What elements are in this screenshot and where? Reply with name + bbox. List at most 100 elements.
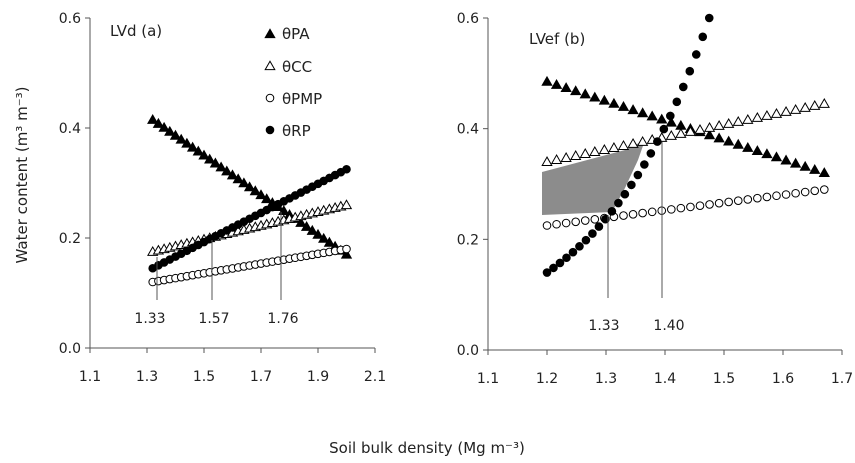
legend-marker bbox=[264, 60, 276, 71]
panel-b-axes: 0.0 0.2 0.4 0.6 1.1 1.2 1.3 1.4 1.5 1.6 1.7 bbox=[457, 11, 853, 387]
data-point bbox=[818, 97, 830, 108]
data-point bbox=[590, 214, 600, 224]
x-tick-label: 2.1 bbox=[364, 369, 386, 385]
data-point bbox=[198, 149, 210, 160]
data-point bbox=[580, 216, 590, 225]
data-point bbox=[713, 119, 725, 130]
legend-marker bbox=[265, 93, 275, 103]
data-point bbox=[340, 248, 353, 259]
data-point bbox=[799, 101, 811, 112]
data-point bbox=[703, 122, 716, 132]
data-point bbox=[732, 138, 744, 149]
data-point bbox=[249, 185, 261, 196]
data-point bbox=[594, 222, 604, 231]
data-point bbox=[575, 242, 584, 251]
data-point bbox=[598, 144, 611, 154]
data-point bbox=[617, 140, 630, 150]
data-point bbox=[261, 193, 273, 204]
data-point bbox=[647, 207, 657, 217]
data-point bbox=[703, 129, 716, 140]
data-point bbox=[636, 107, 649, 118]
y-tick-label: 0.4 bbox=[457, 122, 479, 138]
panel-a-axes: 0.0 0.2 0.4 0.6 1.1 1.3 1.5 1.7 1.9 2.1 bbox=[59, 11, 386, 385]
data-point bbox=[300, 220, 313, 231]
data-point bbox=[589, 91, 601, 102]
data-point bbox=[318, 232, 330, 243]
y-tick-label: 0.6 bbox=[59, 11, 81, 27]
data-point bbox=[723, 117, 735, 128]
data-point bbox=[640, 160, 649, 169]
legend-markers bbox=[264, 28, 276, 135]
data-point bbox=[781, 190, 791, 199]
data-point bbox=[770, 151, 783, 162]
x-tick-label: 1.5 bbox=[193, 369, 215, 385]
annotation-1-33: 1.33 bbox=[588, 318, 619, 334]
data-point bbox=[636, 136, 649, 146]
data-point bbox=[620, 189, 630, 199]
x-tick-label: 1.7 bbox=[831, 371, 853, 387]
data-point bbox=[684, 126, 697, 136]
data-point bbox=[762, 192, 772, 202]
data-point bbox=[751, 111, 764, 122]
data-point bbox=[667, 205, 676, 214]
data-point bbox=[192, 145, 204, 156]
annotation-1-33: 1.33 bbox=[134, 311, 165, 327]
data-point bbox=[568, 247, 578, 257]
data-point bbox=[243, 181, 256, 192]
x-tick-label: 1.2 bbox=[536, 371, 558, 387]
data-point bbox=[732, 115, 744, 126]
data-point bbox=[588, 229, 597, 238]
x-axis-title: Soil bulk density (Mg m⁻³) bbox=[329, 439, 525, 457]
data-point bbox=[694, 124, 706, 134]
panel-a-annotations: 1.33 1.57 1.76 bbox=[134, 212, 299, 327]
x-tick-label: 1.1 bbox=[79, 369, 101, 385]
data-point bbox=[598, 94, 611, 105]
data-point bbox=[232, 173, 244, 184]
data-point bbox=[342, 164, 351, 174]
legend-marker bbox=[264, 28, 276, 39]
data-point bbox=[714, 198, 724, 208]
data-point bbox=[614, 198, 623, 208]
data-point bbox=[608, 97, 620, 108]
data-point bbox=[579, 88, 591, 99]
legend: θPA θCC θPMP θRP bbox=[264, 25, 322, 140]
panel-b-marks bbox=[541, 13, 830, 277]
panel-a-plot: 0.0 0.2 0.4 0.6 1.1 1.3 1.5 1.7 1.9 2.1 LVd (a) θ… bbox=[59, 11, 386, 385]
data-point bbox=[656, 113, 668, 124]
data-point bbox=[255, 189, 267, 200]
data-point bbox=[552, 219, 561, 229]
data-point bbox=[617, 101, 630, 111]
panel-a-label: LVd (a) bbox=[110, 22, 162, 40]
data-point bbox=[238, 177, 250, 188]
data-point bbox=[780, 105, 792, 116]
data-point bbox=[581, 235, 591, 245]
panel-a-marks bbox=[147, 113, 353, 287]
data-point bbox=[761, 109, 773, 120]
panel-b-plot: 0.0 0.2 0.4 0.6 1.1 1.2 1.3 1.4 1.5 1.6 1.7 LVef (… bbox=[457, 11, 853, 387]
data-point bbox=[340, 199, 353, 210]
data-point bbox=[646, 110, 658, 121]
data-point bbox=[555, 258, 565, 268]
data-point bbox=[571, 217, 580, 227]
data-point bbox=[659, 124, 669, 134]
data-point bbox=[204, 153, 216, 164]
panel-b-annotations: 1.33 1.40 bbox=[588, 142, 685, 334]
data-point bbox=[152, 117, 165, 128]
data-point bbox=[780, 154, 792, 165]
annotation-1-40: 1.40 bbox=[653, 318, 684, 334]
data-point bbox=[608, 142, 620, 152]
legend-label-rp: θRP bbox=[282, 122, 311, 140]
data-point bbox=[342, 244, 351, 254]
data-point bbox=[175, 133, 187, 144]
data-point bbox=[678, 82, 688, 92]
annotation-1-76: 1.76 bbox=[267, 311, 298, 327]
data-point bbox=[676, 203, 686, 213]
x-tick-label: 1.6 bbox=[772, 371, 794, 387]
panel-b-label: LVef (b) bbox=[529, 30, 585, 48]
data-point bbox=[698, 32, 708, 42]
data-point bbox=[809, 163, 821, 174]
y-tick-label: 0.6 bbox=[457, 11, 479, 27]
data-point bbox=[742, 113, 754, 124]
data-point bbox=[633, 170, 643, 180]
data-point bbox=[550, 154, 563, 164]
